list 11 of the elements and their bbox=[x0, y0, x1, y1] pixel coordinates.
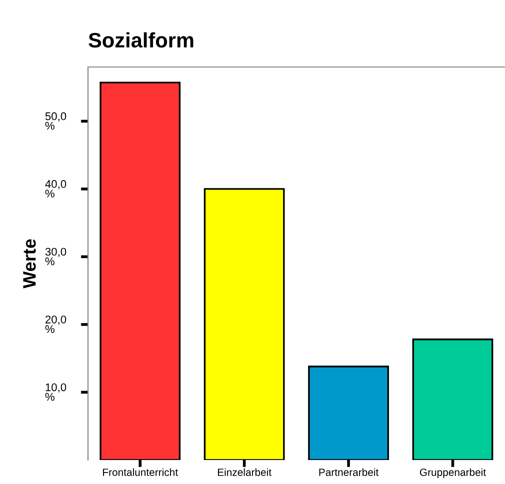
y-tick-label: 10,0 % bbox=[45, 383, 66, 401]
y-tick-label: 20,0 % bbox=[45, 316, 66, 333]
x-tick-label: Gruppenarbeit bbox=[420, 468, 486, 478]
y-tick-label: 50,0 % bbox=[45, 112, 66, 130]
x-tick-label: Einzelarbeit bbox=[218, 468, 272, 476]
y-tick-label: 30,0 % bbox=[45, 248, 66, 266]
y-tick-label: 40,0 % bbox=[45, 180, 66, 198]
x-tick-label: Partnerarbeit bbox=[319, 468, 379, 476]
y-axis-title: Werte bbox=[23, 239, 36, 288]
chart-title: Sozialform bbox=[88, 32, 194, 48]
x-tick-label: Frontalunterricht bbox=[103, 468, 178, 476]
